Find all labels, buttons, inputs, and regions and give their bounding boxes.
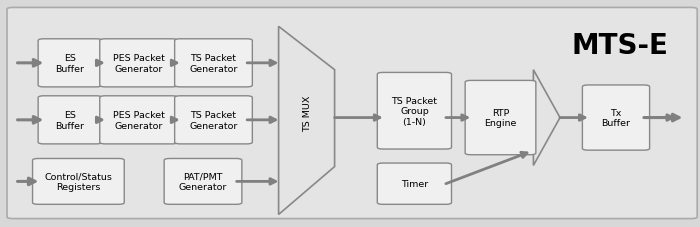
Text: PES Packet
Generator: PES Packet Generator: [113, 54, 164, 73]
FancyBboxPatch shape: [100, 96, 178, 144]
FancyBboxPatch shape: [38, 40, 102, 88]
FancyBboxPatch shape: [377, 163, 452, 204]
Polygon shape: [533, 70, 560, 166]
FancyBboxPatch shape: [175, 40, 252, 88]
Text: ES
Buffer: ES Buffer: [55, 54, 85, 73]
Text: RTP
Engine: RTP Engine: [484, 108, 517, 128]
FancyBboxPatch shape: [377, 73, 452, 149]
Text: TS Packet
Generator: TS Packet Generator: [189, 54, 238, 73]
Text: PAT/PMT
Generator: PAT/PMT Generator: [178, 172, 228, 191]
FancyBboxPatch shape: [32, 159, 125, 204]
Polygon shape: [279, 27, 335, 215]
FancyBboxPatch shape: [38, 96, 102, 144]
Text: TS Packet
Generator: TS Packet Generator: [189, 111, 238, 130]
Text: TS Packet
Group
(1-N): TS Packet Group (1-N): [391, 96, 438, 126]
FancyBboxPatch shape: [7, 8, 697, 219]
Text: Tx
Buffer: Tx Buffer: [601, 108, 631, 128]
Text: Control/Status
Registers: Control/Status Registers: [45, 172, 112, 191]
Text: TS MUX: TS MUX: [304, 95, 312, 132]
Text: Timer: Timer: [401, 179, 428, 188]
FancyBboxPatch shape: [164, 159, 242, 204]
FancyBboxPatch shape: [175, 96, 252, 144]
FancyBboxPatch shape: [582, 86, 650, 151]
FancyBboxPatch shape: [465, 81, 536, 155]
Text: ES
Buffer: ES Buffer: [55, 111, 85, 130]
FancyBboxPatch shape: [100, 40, 178, 88]
Text: MTS-E: MTS-E: [571, 32, 668, 59]
Text: PES Packet
Generator: PES Packet Generator: [113, 111, 164, 130]
